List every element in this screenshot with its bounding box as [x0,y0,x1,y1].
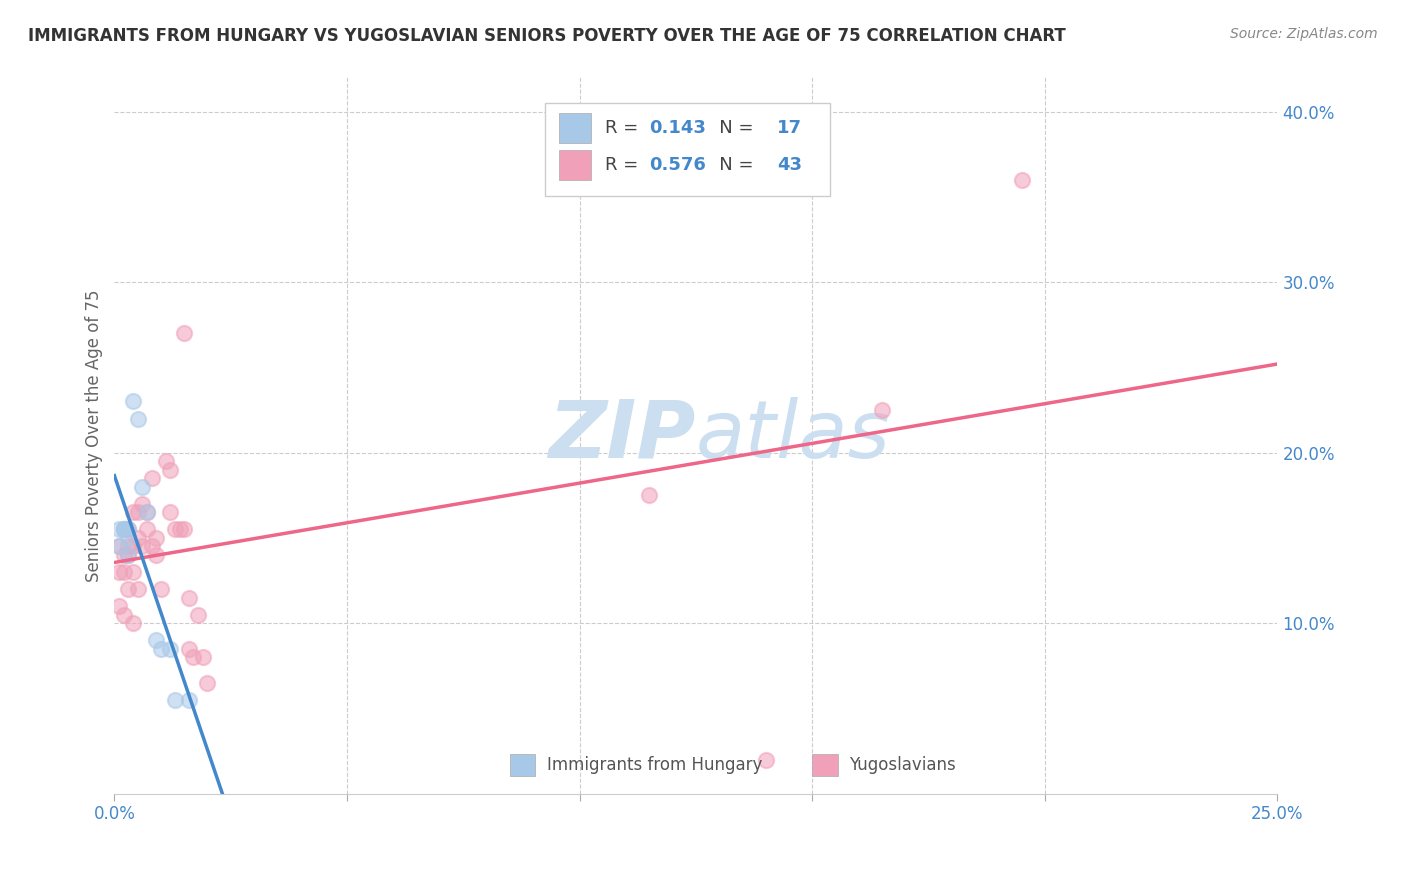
FancyBboxPatch shape [813,755,838,776]
Text: 0.143: 0.143 [650,120,706,137]
Point [163,693,186,707]
Text: IMMIGRANTS FROM HUNGARY VS YUGOSLAVIAN SENIORS POVERTY OVER THE AGE OF 75 CORREL: IMMIGRANTS FROM HUNGARY VS YUGOSLAVIAN S… [28,27,1066,45]
Text: ZIP: ZIP [548,397,696,475]
Point [136,505,159,519]
Point [127,531,149,545]
FancyBboxPatch shape [558,150,592,180]
FancyBboxPatch shape [558,113,592,144]
Point [159,641,181,656]
Text: 0.576: 0.576 [650,156,706,174]
Point [117,531,139,545]
Text: 17: 17 [778,120,803,137]
Point [108,599,131,613]
Point [117,548,139,562]
FancyBboxPatch shape [544,103,830,195]
Point [141,540,163,554]
Point [117,522,139,536]
Point [183,650,205,665]
Point [755,753,778,767]
Point [149,641,172,656]
Point [117,540,139,554]
Point [173,522,195,536]
Point [638,488,661,502]
Text: Source: ZipAtlas.com: Source: ZipAtlas.com [1230,27,1378,41]
Point [187,607,209,622]
Point [108,540,131,554]
Text: atlas: atlas [696,397,890,475]
Point [122,565,145,579]
Point [145,548,167,562]
Point [112,522,135,536]
Point [122,616,145,631]
Point [1011,173,1033,187]
Point [145,633,167,648]
Point [136,505,159,519]
Point [112,522,135,536]
Point [112,522,135,536]
Point [131,480,153,494]
Point [177,591,200,605]
Point [169,522,191,536]
Point [177,693,200,707]
Y-axis label: Seniors Poverty Over the Age of 75: Seniors Poverty Over the Age of 75 [86,289,103,582]
Point [117,548,139,562]
Point [131,540,153,554]
Text: Yugoslavians: Yugoslavians [849,756,956,774]
Point [127,582,149,596]
Text: N =: N = [702,120,759,137]
Point [191,650,214,665]
FancyBboxPatch shape [510,755,536,776]
Point [141,471,163,485]
Text: Immigrants from Hungary: Immigrants from Hungary [547,756,762,774]
Point [122,540,145,554]
Point [173,326,195,341]
Point [112,548,135,562]
Point [117,582,139,596]
Point [112,565,135,579]
Point [197,676,219,690]
Point [117,522,139,536]
Point [108,540,131,554]
Point [108,565,131,579]
Point [131,497,153,511]
Text: 43: 43 [778,156,803,174]
Point [122,394,145,409]
Point [108,522,131,536]
Text: R =: R = [605,120,644,137]
Point [177,641,200,656]
Point [122,505,145,519]
Point [149,582,172,596]
Point [159,463,181,477]
Point [159,505,181,519]
Point [163,522,186,536]
Text: N =: N = [702,156,759,174]
Point [145,531,167,545]
Point [112,607,135,622]
Point [870,403,893,417]
Point [155,454,177,468]
Point [136,522,159,536]
Point [127,505,149,519]
Text: R =: R = [605,156,644,174]
Point [127,411,149,425]
